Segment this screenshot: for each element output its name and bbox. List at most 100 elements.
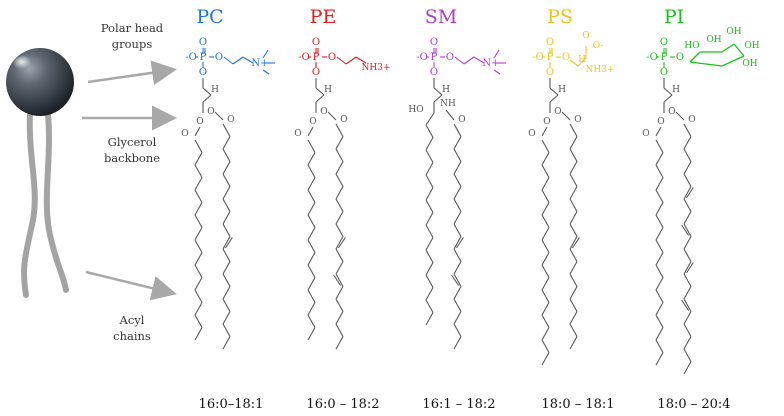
atom-label: O (196, 117, 203, 127)
chain-bond (569, 211, 578, 225)
bond (549, 94, 559, 103)
chain-bond (683, 311, 692, 325)
chain-bond (307, 277, 316, 291)
ring-bond (721, 43, 735, 53)
atom-label: O (309, 117, 316, 127)
acyl-chain-sn2-sm (451, 123, 464, 350)
bond (262, 49, 269, 59)
chain-bond (541, 339, 550, 353)
chain-bond (335, 198, 344, 212)
chain-bond (453, 148, 462, 162)
chain-bond (194, 327, 203, 341)
chain-bond (541, 227, 550, 241)
atom-label: O (688, 115, 695, 125)
phospholipid-cartoon (6, 48, 74, 298)
chain-bond (222, 248, 231, 262)
chain-bond (655, 264, 664, 278)
atom-label: N+ (482, 58, 499, 69)
chain-bond (683, 186, 692, 200)
chain-bond (425, 312, 434, 326)
chain-bond (541, 252, 550, 266)
bond (307, 126, 314, 137)
acyl-chain-sn2-pc (222, 123, 233, 350)
atom-label: -O (185, 52, 197, 63)
acyl-chain-sn1-ps (541, 139, 550, 366)
chain-bond (655, 189, 664, 203)
chain-bond (194, 302, 203, 316)
bond (327, 111, 337, 121)
chain-bond (683, 361, 692, 375)
atom-label: O (199, 37, 207, 48)
chain-bond (569, 236, 578, 250)
chain-bond (222, 148, 231, 162)
chain-bond (683, 336, 692, 350)
composition-pi: 18:0 – 20:4 (657, 397, 731, 412)
chain-bond (453, 198, 462, 212)
head-highlight (12, 55, 44, 79)
atom-label: O (546, 37, 554, 48)
atom-label: O (430, 37, 438, 48)
atom-label: O (430, 67, 438, 78)
chain-bond (541, 177, 550, 191)
atom-label: O (446, 52, 454, 63)
chain-bond (453, 286, 462, 300)
chain-bond (335, 273, 344, 287)
acyl-chain-sn2-pe (333, 123, 346, 350)
atom-label: O (528, 129, 535, 139)
chain-bond (335, 173, 344, 187)
chain-bond (194, 264, 203, 278)
bond (541, 126, 548, 137)
chain-bond (335, 298, 344, 312)
atom-label: NH (440, 99, 456, 109)
chain-bond (194, 277, 203, 291)
chain-bond (425, 212, 434, 226)
bond (242, 56, 254, 64)
chain-bond (569, 323, 578, 337)
double-bond (571, 237, 580, 249)
atom-label: O (207, 107, 214, 117)
atom-label: O (546, 67, 554, 78)
chain-bond (683, 323, 692, 337)
chain-bond (569, 173, 578, 187)
chain-bond (335, 286, 344, 300)
chain-bond (683, 248, 692, 262)
atom-label: P (661, 52, 668, 63)
chain-bond (655, 152, 664, 166)
chain-bond (541, 214, 550, 228)
chain-bond (569, 286, 578, 300)
chain-bond (335, 136, 344, 150)
chain-bond (569, 223, 578, 237)
bond (355, 56, 367, 64)
bond (336, 56, 347, 65)
chain-bond (425, 199, 434, 213)
chain-bond (569, 186, 578, 200)
title-sm: SM (424, 6, 458, 28)
chain-bond (569, 136, 578, 150)
chain-bond (335, 311, 344, 325)
bond (232, 56, 244, 65)
atom-label: -O (532, 52, 544, 63)
atom-label: O (181, 129, 188, 139)
atom-label: -O (646, 52, 658, 63)
bond (655, 126, 662, 137)
chain-bond (453, 273, 462, 287)
bond (473, 56, 485, 64)
chain-bond (683, 136, 692, 150)
chain-bond (307, 164, 316, 178)
atom-label: O (215, 52, 223, 63)
chain-bond (307, 264, 316, 278)
label-polar-head: Polar head groups (100, 21, 164, 51)
double-bond (455, 237, 464, 249)
chain-bond (655, 339, 664, 353)
chain-bond (453, 311, 462, 325)
atom-label: N+ (251, 58, 268, 69)
chain-bond (222, 273, 231, 287)
chain-bond (453, 298, 462, 312)
chain-bond (569, 273, 578, 287)
chain-bond (425, 274, 434, 288)
chain-bond (541, 352, 550, 366)
chain-bond (425, 137, 434, 151)
chain-bond (335, 148, 344, 162)
chain-bond (307, 314, 316, 328)
